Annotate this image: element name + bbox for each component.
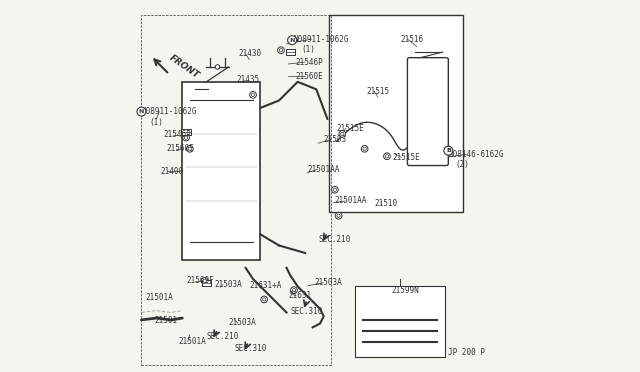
Text: 21631: 21631: [289, 291, 312, 300]
Circle shape: [278, 47, 284, 54]
Text: 21515: 21515: [367, 87, 390, 96]
Text: 21515E: 21515E: [337, 124, 365, 133]
Text: 21546P: 21546P: [164, 130, 191, 139]
Circle shape: [250, 92, 257, 98]
Text: JP 200 P: JP 200 P: [449, 348, 485, 357]
Text: 21435: 21435: [236, 76, 259, 84]
Circle shape: [262, 298, 266, 301]
Text: 21503A: 21503A: [229, 318, 257, 327]
Bar: [330, 15, 463, 212]
Text: (1): (1): [301, 45, 316, 54]
Circle shape: [292, 289, 296, 292]
Text: 21503A: 21503A: [314, 278, 342, 287]
Text: 21516: 21516: [400, 35, 423, 44]
Text: 21599N: 21599N: [392, 286, 419, 295]
Text: SEC.310: SEC.310: [291, 307, 323, 316]
Circle shape: [252, 93, 255, 97]
Circle shape: [333, 188, 337, 192]
Text: SEC.210: SEC.210: [207, 332, 239, 341]
Circle shape: [339, 131, 346, 137]
Circle shape: [332, 186, 338, 193]
Circle shape: [186, 145, 193, 152]
Circle shape: [363, 147, 366, 151]
Text: 21501AA: 21501AA: [307, 165, 339, 174]
Circle shape: [137, 107, 146, 116]
Text: 21503: 21503: [324, 135, 347, 144]
Circle shape: [215, 65, 220, 69]
Text: 21560F: 21560F: [186, 276, 214, 285]
Circle shape: [362, 145, 368, 152]
Text: 21430: 21430: [238, 49, 261, 58]
Text: 21501: 21501: [154, 316, 177, 325]
Text: 21560E: 21560E: [296, 72, 324, 81]
Text: 21501A: 21501A: [145, 293, 173, 302]
Circle shape: [188, 147, 191, 151]
Text: B08146-6162G: B08146-6162G: [449, 150, 504, 159]
Text: N: N: [139, 109, 144, 114]
Bar: [202, 280, 211, 286]
Circle shape: [203, 279, 206, 283]
Text: N08911-1062G: N08911-1062G: [141, 107, 197, 116]
Circle shape: [183, 134, 189, 141]
Circle shape: [184, 136, 188, 140]
Text: SEC.210: SEC.210: [319, 235, 351, 244]
Bar: [182, 82, 260, 260]
Text: 21501AA: 21501AA: [335, 196, 367, 205]
Text: 21631+A: 21631+A: [250, 281, 282, 290]
Text: N: N: [289, 38, 295, 43]
Circle shape: [337, 214, 340, 217]
Text: N08911-1062G: N08911-1062G: [294, 35, 349, 44]
Bar: [141, 15, 331, 365]
Circle shape: [261, 296, 268, 303]
Circle shape: [444, 146, 453, 155]
FancyBboxPatch shape: [408, 58, 449, 166]
Bar: [355, 286, 445, 357]
Circle shape: [287, 36, 296, 45]
Circle shape: [291, 287, 298, 294]
Text: 21400: 21400: [160, 167, 183, 176]
Text: FRONT: FRONT: [168, 53, 201, 80]
Circle shape: [335, 212, 342, 219]
Bar: [285, 49, 295, 55]
Circle shape: [202, 278, 208, 284]
Text: 21503A: 21503A: [214, 280, 242, 289]
Text: (1): (1): [149, 118, 163, 126]
Circle shape: [383, 153, 390, 160]
Text: 21501A: 21501A: [179, 337, 206, 346]
Text: 21546P: 21546P: [296, 58, 324, 67]
Circle shape: [385, 155, 388, 158]
Text: (2): (2): [456, 160, 470, 169]
Text: 21515E: 21515E: [392, 153, 420, 162]
Text: 21510: 21510: [374, 199, 397, 208]
Circle shape: [279, 49, 283, 52]
Circle shape: [340, 132, 344, 136]
Text: 21560E: 21560E: [167, 144, 195, 153]
Bar: [181, 129, 191, 135]
Text: B: B: [446, 148, 451, 153]
Text: SEC.310: SEC.310: [234, 344, 267, 353]
